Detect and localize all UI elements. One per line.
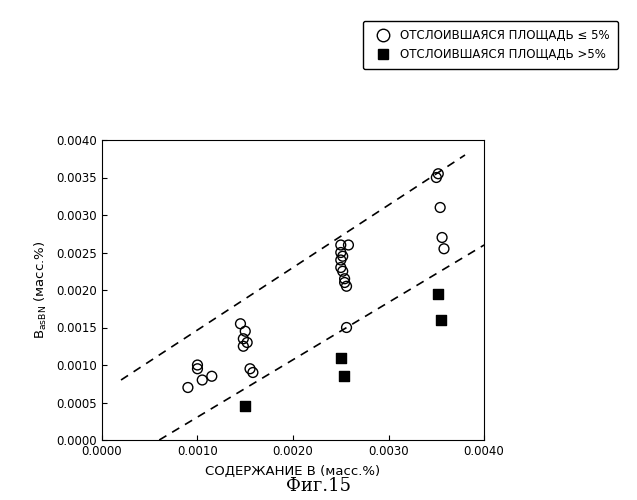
Point <box>336 354 346 362</box>
Point <box>338 252 348 260</box>
Y-axis label: $\mathsf{B_{asBN}}$ (масс.%): $\mathsf{B_{asBN}}$ (масс.%) <box>33 241 49 339</box>
Point <box>343 241 354 249</box>
Point <box>206 372 217 380</box>
Point <box>192 365 203 373</box>
Point <box>341 324 352 332</box>
Point <box>435 204 445 212</box>
Point <box>437 234 447 241</box>
Point <box>433 170 443 178</box>
Point <box>248 368 258 376</box>
Point <box>336 256 346 264</box>
Point <box>433 290 443 298</box>
Point <box>341 282 352 290</box>
Point <box>340 275 350 283</box>
Point <box>336 264 346 272</box>
Point <box>238 335 248 343</box>
Point <box>338 267 348 275</box>
Point <box>336 241 346 249</box>
Point <box>242 338 252 346</box>
X-axis label: СОДЕРЖАНИЕ В (масс.%): СОДЕРЖАНИЕ В (масс.%) <box>206 465 380 478</box>
Point <box>240 402 250 410</box>
Point <box>439 244 449 252</box>
Point <box>183 384 193 392</box>
Point <box>340 278 350 286</box>
Point <box>192 361 203 369</box>
Point <box>236 320 246 328</box>
Point <box>336 248 346 256</box>
Text: Фиг.15: Фиг.15 <box>286 477 351 495</box>
Point <box>245 365 255 373</box>
Point <box>238 342 248 350</box>
Point <box>339 372 349 380</box>
Legend: ОТСЛОИВШАЯСЯ ПЛОЩАДЬ ≤ 5%, ОТСЛОИВШАЯСЯ ПЛОЩАДЬ >5%: ОТСЛОИВШАЯСЯ ПЛОЩАДЬ ≤ 5%, ОТСЛОИВШАЯСЯ … <box>362 21 619 70</box>
Point <box>431 174 441 182</box>
Point <box>240 327 250 335</box>
Point <box>436 316 447 324</box>
Point <box>197 376 208 384</box>
